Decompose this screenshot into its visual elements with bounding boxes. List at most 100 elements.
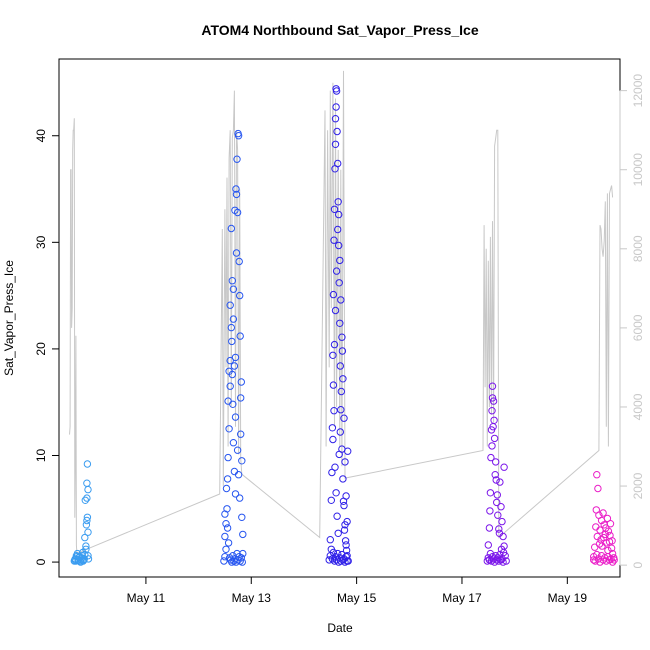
data-point (237, 554, 246, 562)
data-point (330, 340, 339, 349)
data-point (608, 558, 617, 566)
data-point (72, 557, 80, 565)
data-point (334, 225, 342, 234)
data-point (221, 553, 229, 561)
data-point (499, 558, 507, 566)
data-point (231, 490, 240, 498)
data-point (333, 127, 341, 136)
data-point (82, 521, 91, 529)
data-point (334, 529, 342, 537)
data-point (71, 556, 79, 564)
data-point (604, 546, 612, 555)
data-point (225, 425, 233, 433)
data-point (491, 471, 499, 479)
data-point (338, 333, 346, 341)
data-point (332, 87, 341, 95)
y-axis-label: Sat_Vapor_Press_Ice (2, 260, 16, 376)
data-point (82, 545, 90, 553)
data-point (222, 520, 230, 528)
data-point (237, 394, 245, 402)
data-point (492, 552, 500, 560)
data-point (229, 315, 238, 323)
data-point (331, 306, 340, 315)
data-point (331, 463, 339, 471)
data-point (224, 539, 233, 547)
y-tick-label: 10 (34, 448, 48, 462)
data-point (488, 407, 496, 415)
data-point (327, 496, 335, 504)
data-point (231, 413, 240, 421)
data-point (590, 556, 598, 564)
altitude-line (69, 70, 614, 555)
data-point (332, 103, 340, 111)
data-point (336, 256, 344, 265)
data-point (236, 332, 244, 340)
data-point (330, 407, 338, 415)
data-point (486, 489, 495, 497)
data-point (330, 205, 339, 214)
data-point (223, 475, 232, 483)
data-point (338, 347, 347, 355)
data-point (492, 476, 500, 484)
data-point (232, 249, 241, 257)
data-point (326, 536, 334, 544)
data-point (222, 545, 230, 553)
data-point (496, 478, 504, 486)
data-point (332, 267, 341, 275)
data-point (331, 115, 340, 123)
data-point (335, 241, 343, 250)
y2-tick-label: 6000 (631, 314, 645, 341)
data-point (335, 210, 343, 219)
data-point (230, 467, 239, 476)
data-point (488, 394, 497, 402)
data-point (231, 353, 240, 362)
data-point (335, 279, 343, 287)
data-point (497, 503, 505, 511)
data-point (495, 525, 503, 533)
y2-tick-label: 2000 (631, 472, 645, 499)
data-point (498, 517, 506, 526)
x-tick-label: May 17 (442, 591, 482, 605)
data-point (83, 494, 91, 502)
data-point (338, 550, 346, 559)
x-tick-label: May 13 (232, 591, 272, 605)
data-point (234, 132, 243, 140)
data-point (607, 544, 616, 552)
data-point (238, 513, 246, 521)
y2-tick-label: 10000 (631, 153, 645, 187)
data-point (331, 140, 340, 149)
data-point (239, 530, 247, 539)
axes-layer: 0 10 20 30 40 0 2000 4000 6000 8000 10000 12000 May … (34, 74, 645, 605)
data-point (336, 428, 344, 436)
data-point (222, 484, 231, 493)
data-point (231, 206, 239, 215)
data-point (593, 550, 601, 559)
data-point (495, 529, 504, 537)
data-point (494, 511, 502, 519)
data-point (594, 484, 602, 493)
data-point (489, 397, 498, 405)
data-point (334, 159, 342, 168)
data-point (230, 362, 239, 370)
data-point (84, 528, 92, 536)
x-tick-label: May 11 (127, 591, 166, 605)
data-point (344, 447, 352, 455)
data-point (340, 501, 348, 510)
data-point (337, 406, 345, 414)
data-point (227, 323, 236, 332)
data-point (330, 236, 338, 244)
y2-tick-label: 0 (631, 561, 645, 568)
data-point (233, 446, 242, 454)
data-point (602, 524, 610, 532)
data-point (229, 285, 238, 293)
data-point (492, 458, 500, 466)
data-point (335, 450, 343, 459)
y-tick-label: 0 (34, 558, 48, 565)
data-point (83, 460, 92, 468)
data-point (221, 532, 229, 541)
data-point (237, 430, 245, 438)
data-point (234, 471, 243, 479)
data-point (343, 517, 351, 526)
data-point (340, 414, 348, 422)
